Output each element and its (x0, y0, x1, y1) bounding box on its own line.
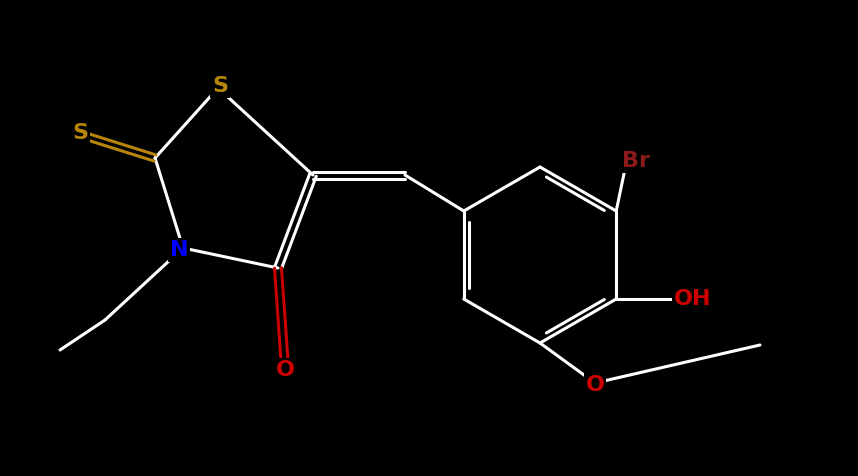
Text: S: S (72, 123, 88, 143)
Text: Br: Br (622, 151, 650, 171)
Text: OH: OH (674, 289, 711, 309)
Text: O: O (585, 375, 605, 395)
Text: O: O (275, 360, 294, 380)
Text: N: N (170, 240, 188, 260)
Text: S: S (212, 76, 228, 96)
